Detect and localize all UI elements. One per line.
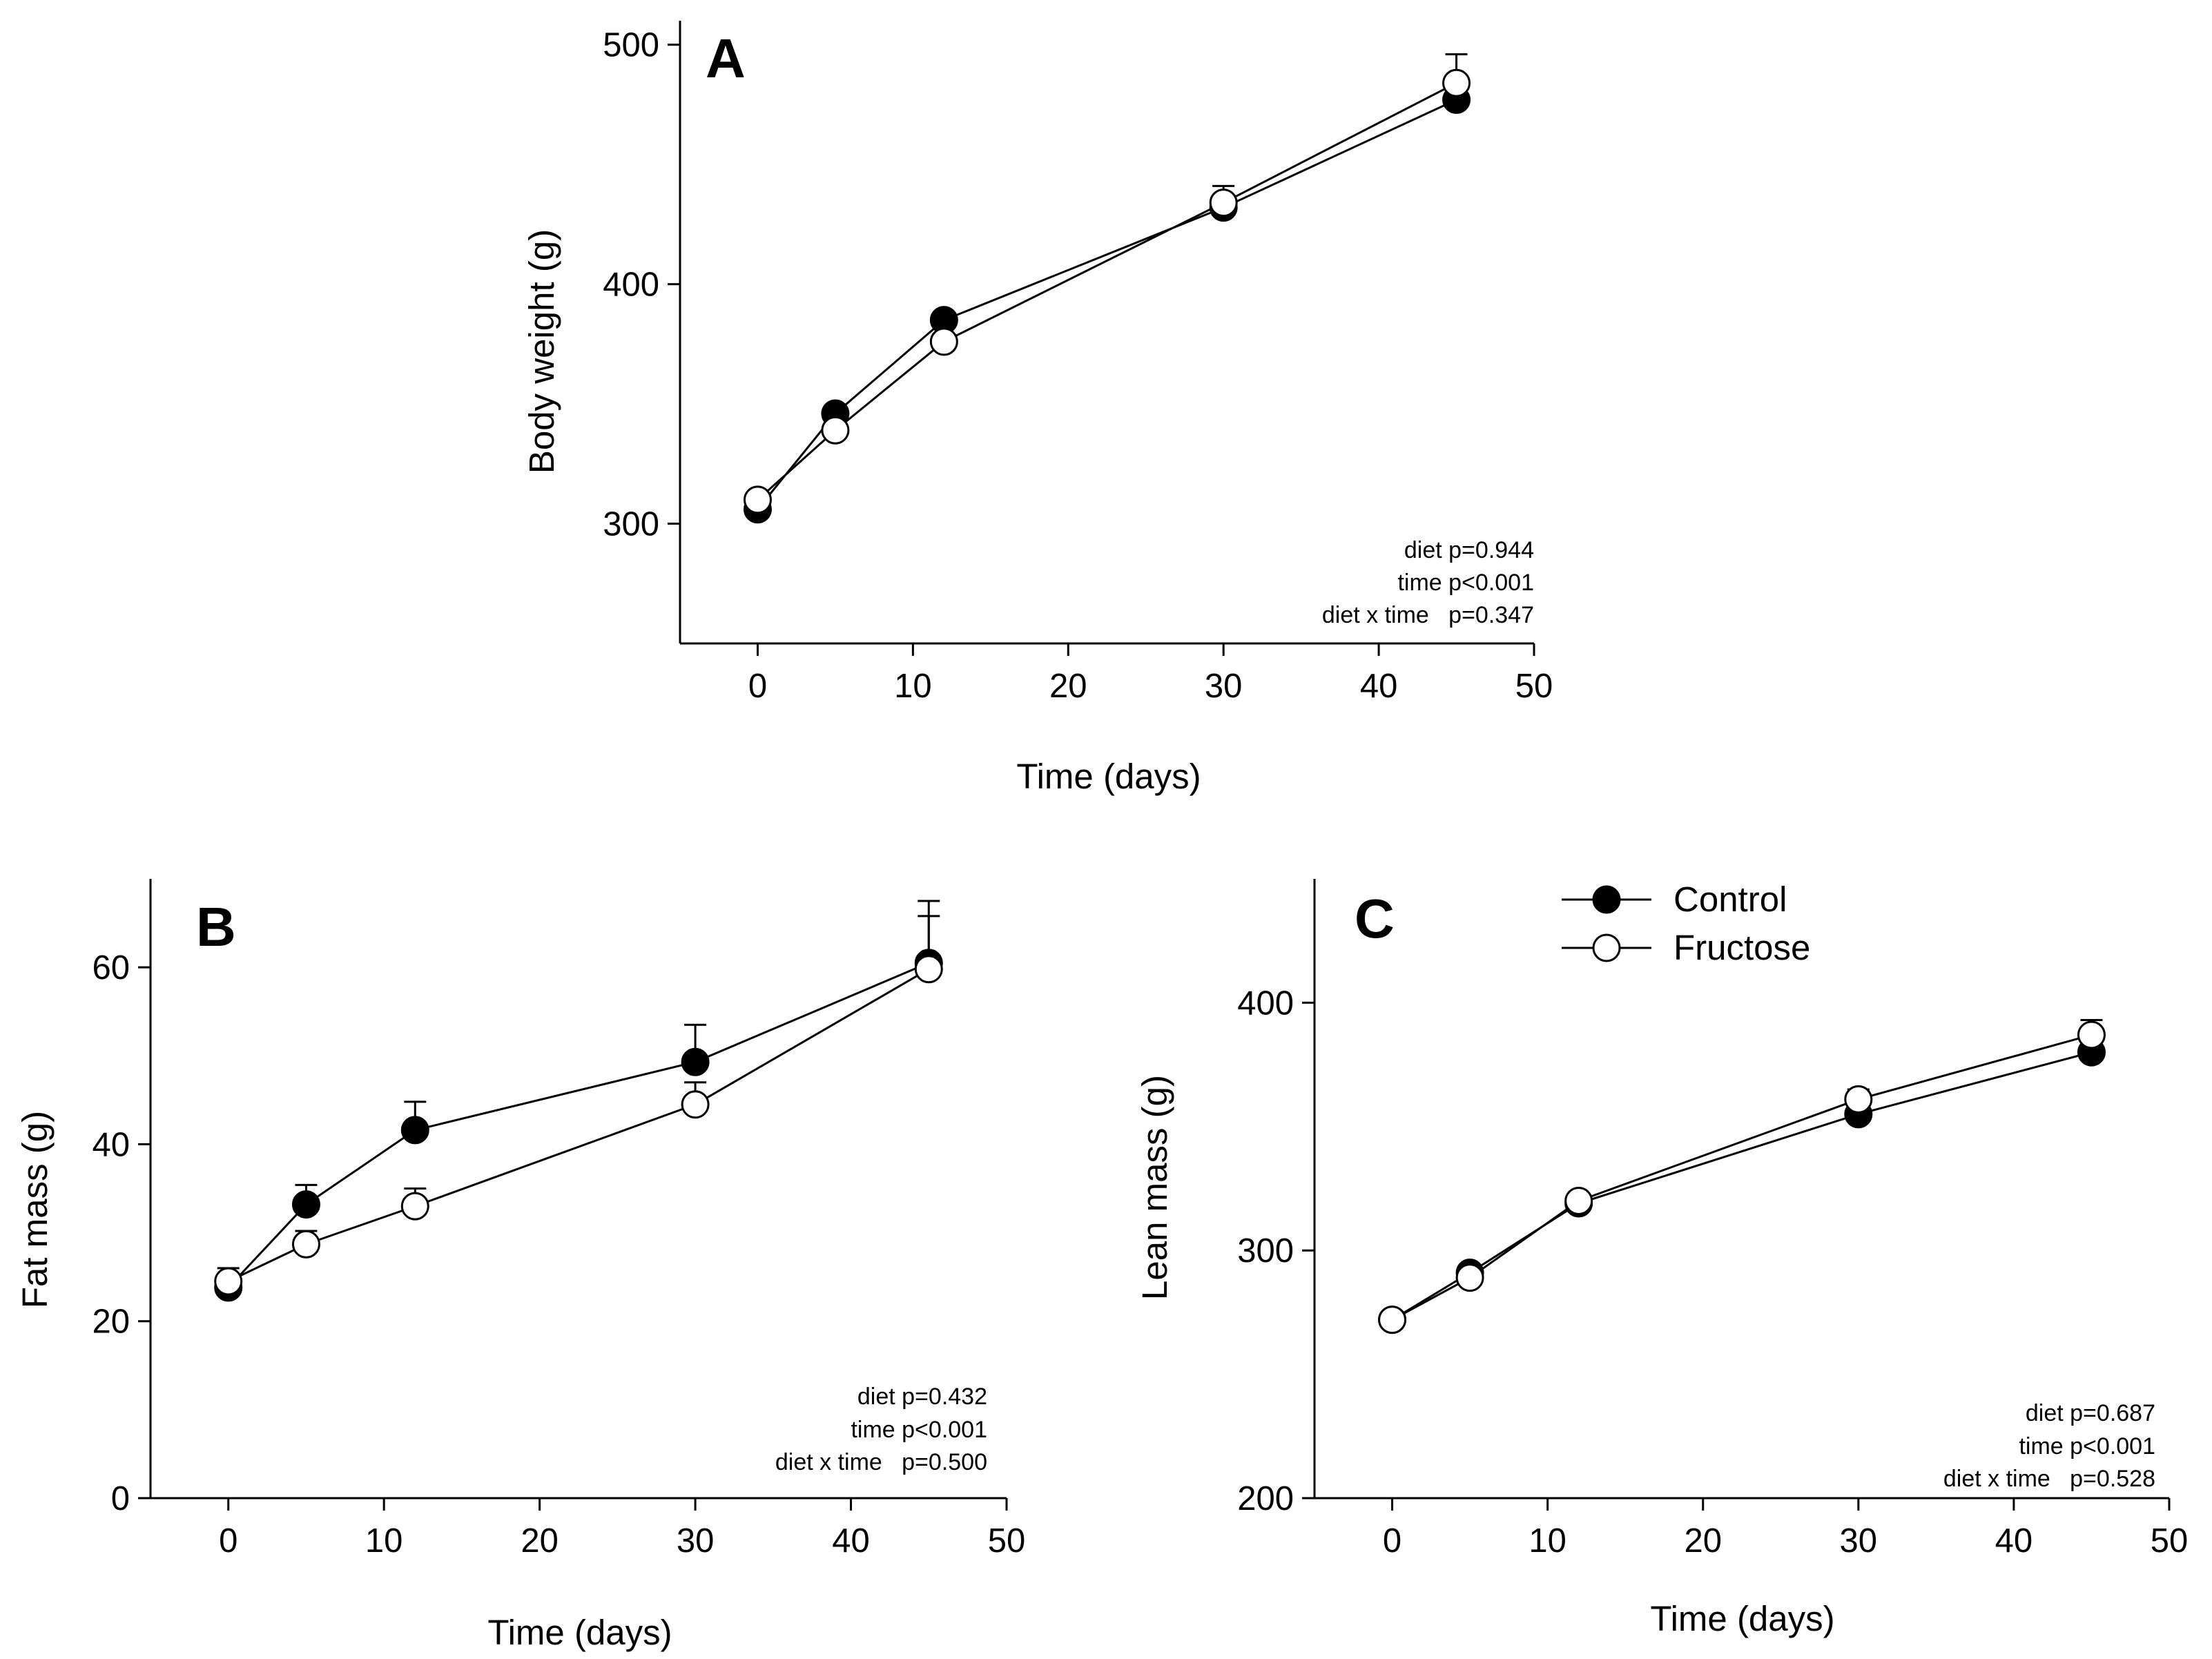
panel-b-stat-interaction: diet x time p=0.500 bbox=[775, 1449, 987, 1475]
panel-a-x-tick-label: 50 bbox=[1515, 668, 1553, 705]
panel-a-stat-diet: diet p=0.944 bbox=[1404, 537, 1534, 563]
panel-c-x-tick-label: 40 bbox=[1995, 1522, 2033, 1560]
panel-a-x-tick-label: 0 bbox=[748, 668, 767, 705]
panel-c-fructose-point bbox=[2077, 1020, 2106, 1049]
panel-b-control-point bbox=[400, 1116, 429, 1145]
panel-b-x-tick-label: 50 bbox=[988, 1522, 1026, 1560]
panel-c-stat-interaction: diet x time p=0.528 bbox=[1943, 1466, 2155, 1492]
panel-b-control-point bbox=[681, 1047, 710, 1076]
panel-b-fructose-point bbox=[914, 955, 943, 984]
legend-control-label: Control bbox=[1673, 880, 1787, 919]
panel-c-fructose-point bbox=[1378, 1306, 1407, 1335]
panel-c-x-tick-label: 50 bbox=[2151, 1522, 2189, 1560]
legend-fructose-marker bbox=[1592, 933, 1621, 962]
panel-a-x-tick-label: 40 bbox=[1360, 668, 1398, 705]
panel-a-fructose-point bbox=[1442, 68, 1471, 97]
panel-c-fructose-line bbox=[1391, 1034, 2092, 1321]
panel-a-fructose-point bbox=[821, 416, 850, 445]
panel-c-fructose-point bbox=[1455, 1263, 1484, 1292]
panel-a-stat-interaction: diet x time p=0.347 bbox=[1322, 602, 1534, 628]
panel-a-x-tick-label: 10 bbox=[894, 668, 932, 705]
panel-a-stat-time: time p<0.001 bbox=[1397, 570, 1534, 596]
panel-b-letter: B bbox=[196, 896, 236, 958]
panel-c-x-tick-label: 10 bbox=[1529, 1522, 1566, 1560]
panel-b-fructose-point bbox=[400, 1192, 429, 1221]
panel-c-plot: 0 10 20 30 40 50 200 300 400 bbox=[1237, 879, 2188, 1560]
panel-a-fructose-point bbox=[929, 327, 958, 356]
panel-b: 0 10 20 30 40 50 0 20 40 60 B Time (days) Fat mas… bbox=[15, 879, 1025, 1652]
panel-b-control-line bbox=[227, 962, 929, 1289]
panel-c-y-tick-label: 300 bbox=[1237, 1232, 1294, 1270]
panel-b-fructose-line bbox=[228, 968, 930, 1283]
panel-a-plot: 0 10 20 30 40 50 300 400 500 bbox=[603, 21, 1553, 705]
panel-b-y-tick-label: 60 bbox=[92, 949, 130, 987]
panel-a-control-line bbox=[757, 99, 1457, 510]
panel-a: 0 10 20 30 40 50 300 400 500 A Time (days) Body … bbox=[522, 21, 1553, 796]
panel-a-y-tick-label: 300 bbox=[603, 506, 659, 543]
panel-a-y-tick-label: 500 bbox=[603, 27, 659, 64]
panel-a-fructose-point bbox=[743, 485, 772, 514]
panel-a-x-tick-label: 30 bbox=[1205, 668, 1243, 705]
panel-c-y-tick-label: 200 bbox=[1237, 1480, 1294, 1517]
panel-c-xlabel: Time (days) bbox=[1650, 1599, 1834, 1638]
panel-c: 0 10 20 30 40 50 200 300 400 C Time (days) Lean … bbox=[1135, 879, 2188, 1638]
panel-a-fructose-point bbox=[1209, 188, 1238, 217]
panel-b-ylabel: Fat mass (g) bbox=[15, 1111, 55, 1308]
legend-fructose-label: Fructose bbox=[1673, 928, 1810, 967]
panel-c-control-line bbox=[1391, 1051, 2092, 1321]
panel-a-ylabel: Body weight (g) bbox=[522, 229, 561, 474]
panel-a-letter: A bbox=[706, 28, 746, 89]
panel-c-fructose-point bbox=[1564, 1186, 1593, 1215]
panel-b-plot: 0 10 20 30 40 50 0 20 40 60 bbox=[92, 879, 1025, 1560]
panel-c-stat-time: time p<0.001 bbox=[2019, 1433, 2155, 1459]
panel-b-y-tick-label: 0 bbox=[111, 1480, 130, 1517]
panel-b-x-tick-label: 0 bbox=[219, 1522, 237, 1560]
panel-c-x-tick-label: 30 bbox=[1840, 1522, 1878, 1560]
panel-b-stat-time: time p<0.001 bbox=[851, 1417, 987, 1443]
panel-c-x-tick-label: 20 bbox=[1684, 1522, 1722, 1560]
panel-b-x-tick-label: 30 bbox=[677, 1522, 715, 1560]
panel-c-stat-diet: diet p=0.687 bbox=[2026, 1400, 2155, 1426]
panel-b-x-tick-label: 20 bbox=[521, 1522, 559, 1560]
panel-b-fructose-point bbox=[291, 1230, 320, 1259]
panel-b-control-point bbox=[291, 1190, 320, 1219]
panel-b-y-tick-label: 40 bbox=[92, 1126, 130, 1163]
panel-c-y-tick-label: 400 bbox=[1237, 984, 1294, 1022]
panel-a-xlabel: Time (days) bbox=[1016, 757, 1201, 796]
panel-b-fructose-point bbox=[214, 1267, 243, 1296]
panel-b-fructose-point bbox=[681, 1090, 710, 1119]
panel-b-xlabel: Time (days) bbox=[487, 1613, 672, 1652]
panel-c-fructose-point bbox=[1844, 1085, 1873, 1114]
panel-c-letter: C bbox=[1355, 888, 1395, 949]
panel-c-x-tick-label: 0 bbox=[1383, 1522, 1401, 1560]
panel-a-y-tick-label: 400 bbox=[603, 266, 659, 304]
panel-b-x-tick-label: 40 bbox=[832, 1522, 870, 1560]
legend-control-marker bbox=[1592, 885, 1621, 914]
panel-b-x-tick-label: 10 bbox=[365, 1522, 403, 1560]
panel-b-y-tick-label: 20 bbox=[92, 1303, 130, 1341]
legend: Control Fructose bbox=[1562, 880, 1810, 967]
panel-a-fructose-line bbox=[757, 81, 1457, 501]
panel-a-x-tick-label: 20 bbox=[1049, 668, 1087, 705]
panel-c-ylabel: Lean mass (g) bbox=[1135, 1075, 1174, 1300]
panel-b-stat-diet: diet p=0.432 bbox=[857, 1384, 987, 1410]
